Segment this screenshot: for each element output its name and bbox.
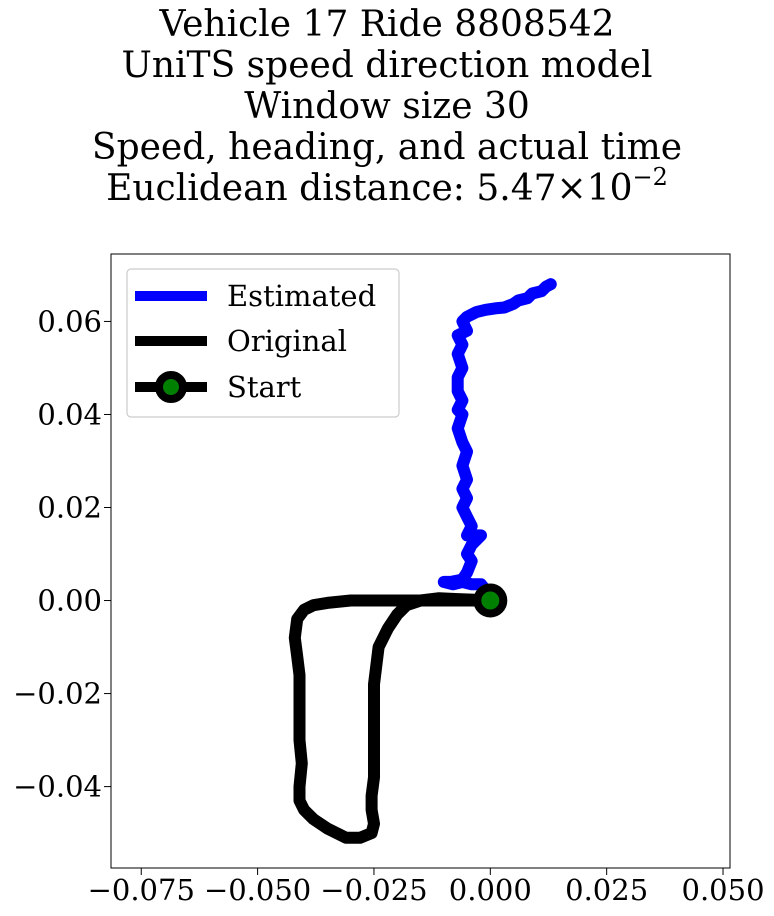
x-tick-label: 0.000 — [449, 873, 532, 907]
title-line-2: UniTS speed direction model — [121, 45, 653, 86]
legend-label-original: Original — [227, 324, 347, 358]
x-tick-label: −0.025 — [320, 873, 427, 907]
title-distance-prefix: Euclidean distance: — [106, 168, 477, 209]
legend-box — [126, 268, 400, 418]
title-distance-mantissa: 5.47 — [476, 168, 557, 209]
title-distance-exponent: −2 — [632, 163, 668, 191]
title-line-5: Euclidean distance: 5.47×10−2 — [0, 165, 774, 209]
x-tick-label: −0.075 — [88, 873, 195, 907]
legend-swatch-start-marker — [155, 371, 187, 403]
legend-label-estimated: Estimated — [227, 279, 376, 313]
series-line-estimated — [437, 278, 557, 602]
y-tick-label: 0.06 — [37, 304, 102, 338]
title-distance-times: × — [556, 168, 587, 209]
x-tick-label: 0.050 — [682, 873, 765, 907]
series-line-original — [288, 592, 497, 844]
chart-title: Vehicle 17 Ride 8808542 UniTS speed dire… — [0, 4, 774, 209]
series-layer — [288, 278, 557, 844]
start-marker — [473, 583, 508, 618]
y-tick-label: 0.04 — [37, 397, 102, 431]
title-line-3: Window size 30 — [244, 86, 530, 127]
y-tick-label: 0.02 — [37, 491, 102, 525]
legend: Estimated Original Start — [126, 268, 400, 418]
x-axis-ticks: −0.075 −0.050 −0.025 0.000 0.025 0.050 — [88, 868, 765, 907]
start-marker-layer — [473, 583, 508, 618]
x-tick-label: −0.050 — [204, 873, 311, 907]
axes-frame — [110, 253, 731, 869]
legend-label-start: Start — [227, 370, 302, 404]
y-axis-ticks: −0.04 −0.02 0.00 0.02 0.04 0.06 — [13, 304, 111, 804]
title-distance-base: 10 — [586, 168, 633, 209]
title-line-4: Speed, heading, and actual time — [91, 127, 683, 168]
y-tick-label: 0.00 — [37, 584, 102, 618]
y-tick-label: −0.04 — [13, 770, 102, 804]
x-tick-label: 0.025 — [565, 873, 648, 907]
y-tick-label: −0.02 — [13, 677, 102, 711]
title-line-1: Vehicle 17 Ride 8808542 — [159, 4, 615, 45]
